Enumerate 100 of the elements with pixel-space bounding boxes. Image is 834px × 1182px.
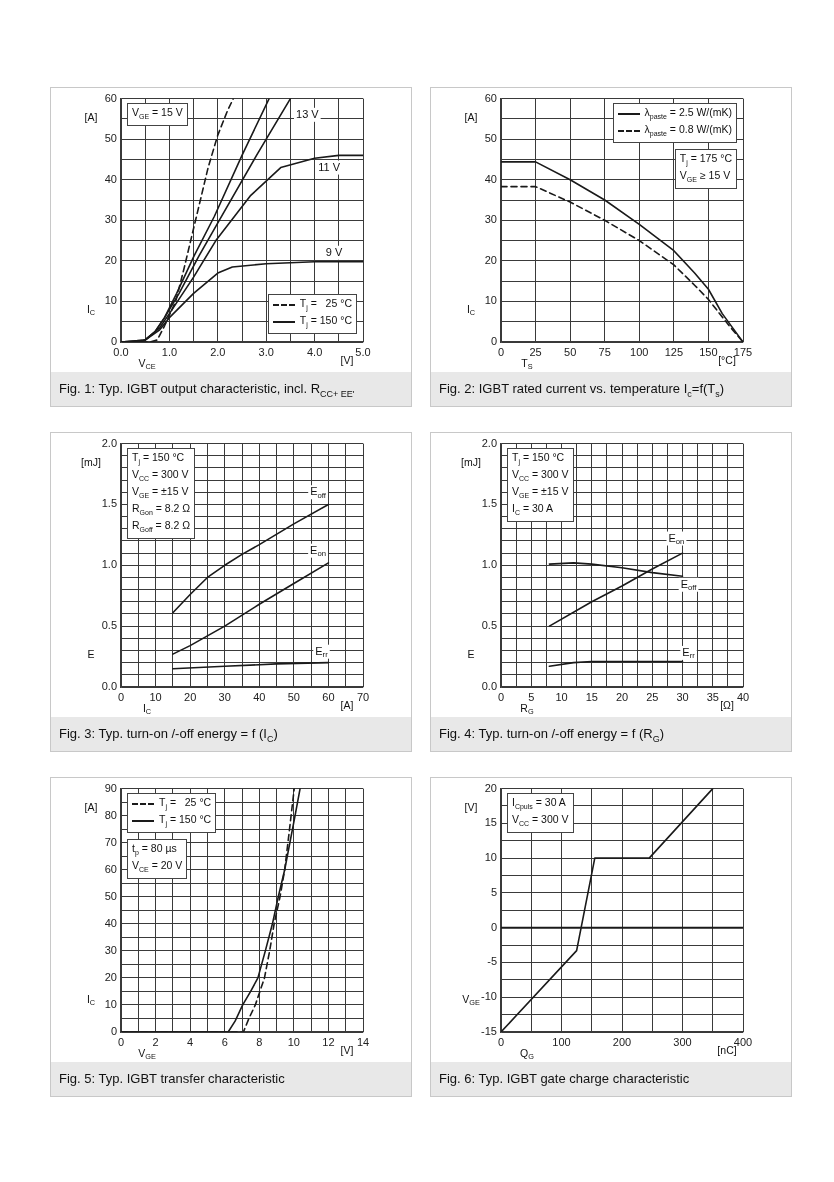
x-tick-label: 400: [733, 1035, 753, 1048]
annotation: V$_{CC}$ = 300 V: [512, 467, 569, 482]
y-tick-label: 40: [104, 172, 117, 185]
y-tick-label: 70: [104, 835, 117, 848]
x-tick-label: 40: [736, 690, 750, 703]
legend-label: T$_{j}$ = 150 °C: [299, 313, 352, 331]
x-tick-label: 25: [646, 690, 659, 703]
y-tick-label: 80: [104, 808, 117, 821]
annotation: V$_{CC}$ = 300 V: [132, 467, 189, 482]
x-tick-label: 4: [187, 1035, 194, 1048]
y-tick-label: 1.0: [481, 558, 497, 571]
annotation: T$_{j}$ = 150 °C: [132, 450, 185, 465]
x-tick-label: 50: [287, 690, 300, 703]
x-tick-label: 10: [287, 1035, 300, 1048]
annotation: R$_{Goff}$ = 8.2 Ω: [132, 518, 191, 534]
x-tick-label: 20: [184, 690, 197, 703]
x-tick-label: 60: [322, 690, 335, 703]
annotation: V$_{GE}$ = ±15 V: [132, 484, 189, 499]
y-tick-label: 50: [484, 132, 497, 145]
y-tick-label: 0: [490, 920, 497, 933]
y-tick-label: 60: [104, 91, 117, 104]
annotation: t$_{p}$ = 80 µs: [132, 842, 177, 857]
x-tick-label: 40: [253, 690, 266, 703]
y-tick-label: 20: [484, 253, 497, 266]
y-tick-label: 0.5: [481, 619, 497, 632]
x-tick-label: 50: [564, 345, 577, 358]
annotation: 9 V: [325, 245, 343, 258]
y-tick-label: 0: [110, 1025, 117, 1038]
y-tick-label: 10: [484, 294, 497, 307]
text: Fig. 3: Typ. turn-on /-off energy = f (I$_{C}$): [51, 717, 411, 751]
x-tick-label: 75: [598, 345, 611, 358]
x-tick-label: 30: [676, 690, 689, 703]
y-tick-label: 30: [104, 213, 117, 226]
annotation: T$_{j}$ = 175 °C: [679, 152, 732, 167]
y-tick-label: 1.0: [101, 558, 117, 571]
annotation: I$_{C}$ = 30 A: [512, 501, 553, 516]
y-tick-label: 10: [484, 851, 497, 864]
y-tick-label: 15: [484, 816, 497, 829]
text: Fig. 2: IGBT rated current vs. temperature I$_{c}$=f(T$_{s}$): [431, 372, 791, 406]
annotation: 11 V: [318, 160, 341, 173]
x-tick-label: 2.0: [210, 345, 226, 358]
y-tick-label: 50: [104, 132, 117, 145]
text: Fig. 1: Typ. IGBT output characteristic, incl. R$_{CC+ EE'}$: [51, 372, 411, 406]
y-tick-label: 2.0: [101, 436, 117, 449]
y-tick-label: 10: [104, 997, 117, 1010]
annotation: V$_{GE}$ = 15 V: [127, 102, 188, 126]
x-tick-label: 20: [615, 690, 629, 703]
x-tick-label: 4.0: [306, 345, 323, 358]
y-tick-label: 40: [484, 172, 497, 185]
y-tick-label: 60: [104, 862, 117, 875]
y-tick-label: 20: [484, 781, 497, 794]
y-tick-label: 0.5: [101, 619, 117, 632]
x-tick-label: 30: [218, 690, 231, 703]
x-tick-label: 300: [673, 1035, 692, 1048]
annotation: T$_{j}$ = 150 °C: [512, 450, 565, 465]
legend-label: λ$_{paste}$ = 0.8 W/(mK): [644, 122, 732, 140]
x-tick-label: 2: [152, 1035, 159, 1048]
annotation: V$_{CE}$ = 20 V: [132, 859, 183, 874]
text: Fig. 4: Typ. turn-on /-off energy = f (R$_{G}$): [431, 717, 791, 751]
y-tick-label: 30: [104, 943, 117, 956]
y-tick-label: 0.0: [101, 680, 117, 693]
y-tick-label: 60: [484, 91, 497, 104]
y-tick-label: 1.5: [101, 497, 117, 510]
y-tick-label: 0.0: [481, 680, 497, 693]
x-tick-label: 100: [630, 345, 649, 358]
legend-label: T$_{j}$ = 25 °C: [159, 795, 212, 813]
y-tick-label: 2.0: [481, 436, 497, 449]
annotation: V$_{GE}$ = ±15 V: [512, 484, 569, 499]
x-tick-label: 125: [664, 345, 684, 358]
y-tick-label: 50: [104, 889, 117, 902]
x-tick-label: 150: [699, 345, 718, 358]
text: Fig. 6: Typ. IGBT gate charge characteristic: [431, 1062, 791, 1096]
y-tick-label: 1.5: [481, 497, 497, 510]
annotation: I$_{Cpuls}$ = 30 A: [512, 795, 566, 810]
x-tick-label: 200: [612, 1035, 632, 1048]
y-tick-label: -10: [481, 990, 497, 1003]
annotation: V$_{GE}$ ≥ 15 V: [679, 169, 731, 184]
legend-label: T$_{j}$ = 25 °C: [299, 296, 352, 314]
x-tick-label: 5: [528, 690, 535, 703]
x-tick-label: 6: [221, 1035, 228, 1048]
y-tick-label: 0: [110, 335, 117, 348]
legend-label: T$_{j}$ = 150 °C: [159, 812, 212, 830]
y-tick-label: 30: [484, 213, 497, 226]
y-tick-label: 90: [104, 781, 117, 794]
y-tick-label: 10: [104, 294, 117, 307]
x-tick-label: 70: [356, 690, 370, 703]
x-tick-label: 12: [322, 1035, 335, 1048]
annotation: 13 V: [296, 107, 320, 120]
x-tick-label: 14: [356, 1035, 370, 1048]
y-tick-label: -5: [487, 955, 497, 968]
y-tick-label: 40: [104, 916, 117, 929]
x-tick-label: 15: [585, 690, 598, 703]
annotation: R$_{Gon}$ = 8.2 Ω: [132, 501, 191, 516]
legend-label: λ$_{paste}$ = 2.5 W/(mK): [644, 105, 732, 123]
x-tick-label: 35: [706, 690, 719, 703]
x-tick-label: 10: [555, 690, 568, 703]
y-tick-label: 0: [490, 335, 497, 348]
y-tick-label: 20: [104, 970, 117, 983]
x-tick-label: 5.0: [355, 345, 371, 358]
y-tick-label: 20: [104, 253, 117, 266]
